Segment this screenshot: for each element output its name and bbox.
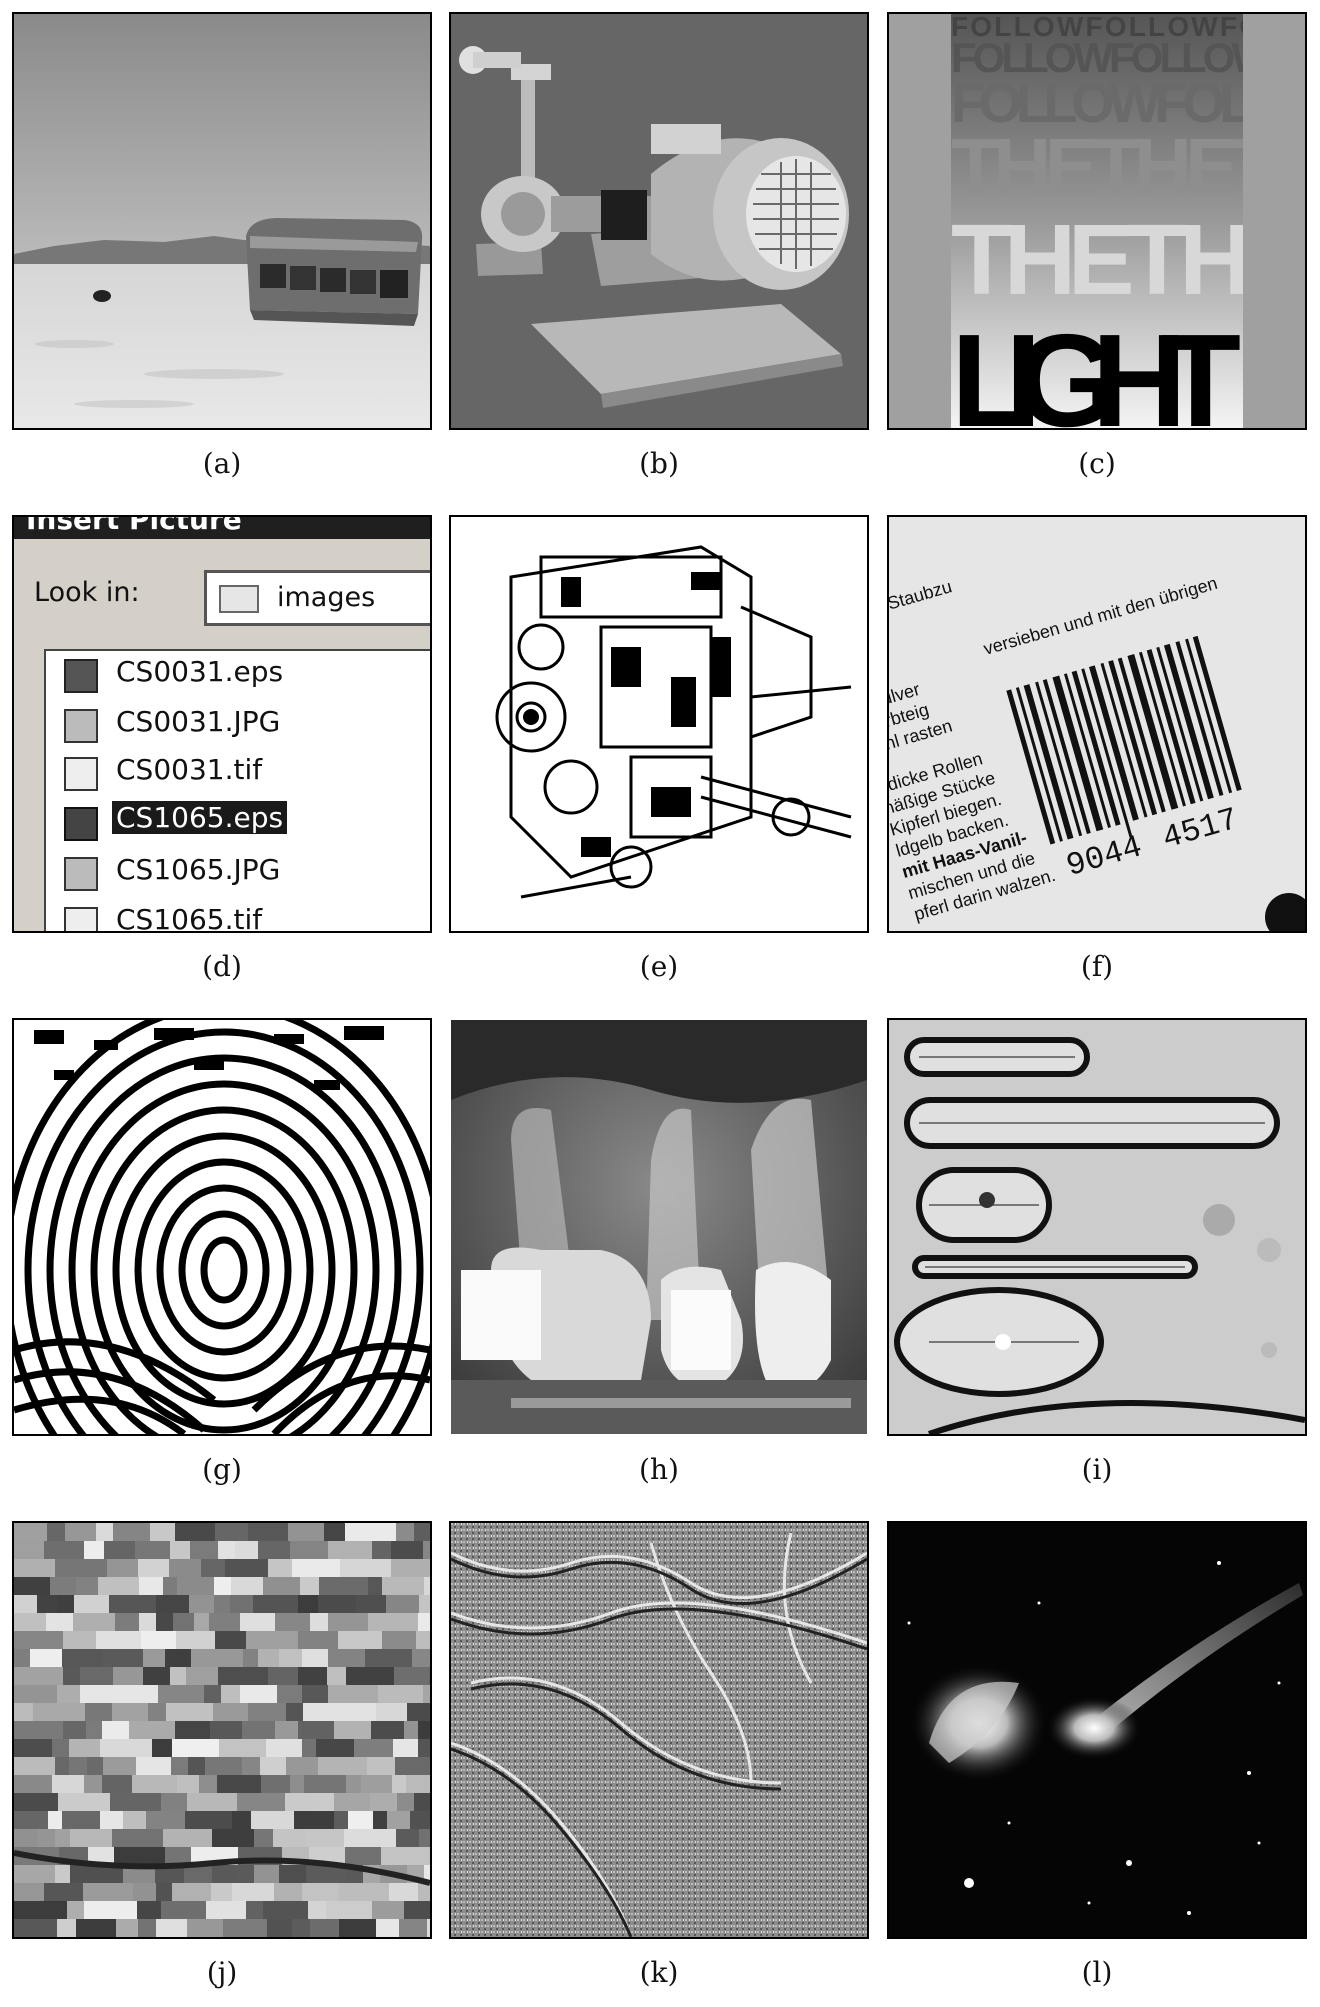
panel-c-image: FOLLOWFOLLOWFO FOLLOWFOLLOW FOLLOWFOLL T… <box>887 12 1307 430</box>
bus-shape <box>246 218 423 326</box>
look-in-folder: images <box>277 582 376 613</box>
dialog-title: Insert Picture <box>26 517 242 536</box>
file-name: CS0031.tif <box>116 753 263 786</box>
file-name: CS0031.JPG <box>116 705 281 738</box>
panel-d-image: Insert Picture Look in: images CS0031.ep… <box>12 515 432 933</box>
poster-line-1: FOLLOWFOLLOWFO <box>951 14 1261 42</box>
file-name: CS1065.JPG <box>116 853 281 886</box>
panel-j-caption: (j) <box>206 1956 238 1989</box>
panel-k-caption: (k) <box>639 1956 679 1989</box>
tif-file-icon <box>64 757 98 791</box>
panel-a-image <box>12 12 432 430</box>
panel-k-image <box>449 1521 869 1939</box>
panel-c-caption: (c) <box>1078 447 1116 480</box>
tif-file-icon <box>64 907 98 931</box>
eps-file-icon <box>64 659 98 693</box>
panel-h-image <box>449 1018 869 1436</box>
panel-d-caption: (d) <box>202 950 242 983</box>
poster-line-6: LIGHT <box>951 307 1241 428</box>
panel-g-caption: (g) <box>202 1453 242 1486</box>
panel-b-image <box>449 12 869 430</box>
panel-e-caption: (e) <box>639 950 679 983</box>
dialog-title-bar: Insert Picture <box>14 517 430 539</box>
panel-f-image: Staubzu versieben und mit den übrigen ck… <box>887 515 1307 933</box>
poster-line-3: FOLLOWFOLL <box>951 71 1281 134</box>
folder-icon <box>219 585 259 613</box>
file-name: CS1065.tif <box>116 903 263 933</box>
panel-i-caption: (i) <box>1081 1453 1113 1486</box>
poster-line-2: FOLLOWFOLLOW <box>951 34 1271 81</box>
panel-f-caption: (f) <box>1080 950 1114 983</box>
panel-g-image <box>12 1018 432 1436</box>
panel-l-image <box>887 1521 1307 1939</box>
file-name: CS1065.eps <box>109 799 290 836</box>
eps-file-icon <box>64 807 98 841</box>
look-in-dropdown[interactable]: images <box>204 570 430 626</box>
file-list[interactable]: CS0031.eps CS0031.JPG CS0031.tif CS1065.… <box>44 649 430 933</box>
barcode-bars <box>1006 635 1242 845</box>
panel-i-image <box>887 1018 1307 1436</box>
poster-line-5: THETHI <box>951 204 1271 316</box>
jpg-file-icon <box>64 857 98 891</box>
file-name: CS0031.eps <box>116 655 284 688</box>
panel-e-image <box>449 515 869 933</box>
panel-b-caption: (b) <box>639 447 679 480</box>
panel-a-caption: (a) <box>202 447 242 480</box>
panel-h-caption: (h) <box>639 1453 679 1486</box>
panel-l-caption: (l) <box>1081 1956 1113 1989</box>
look-in-label: Look in: <box>34 577 140 608</box>
panel-j-image <box>12 1521 432 1939</box>
jpg-file-icon <box>64 709 98 743</box>
